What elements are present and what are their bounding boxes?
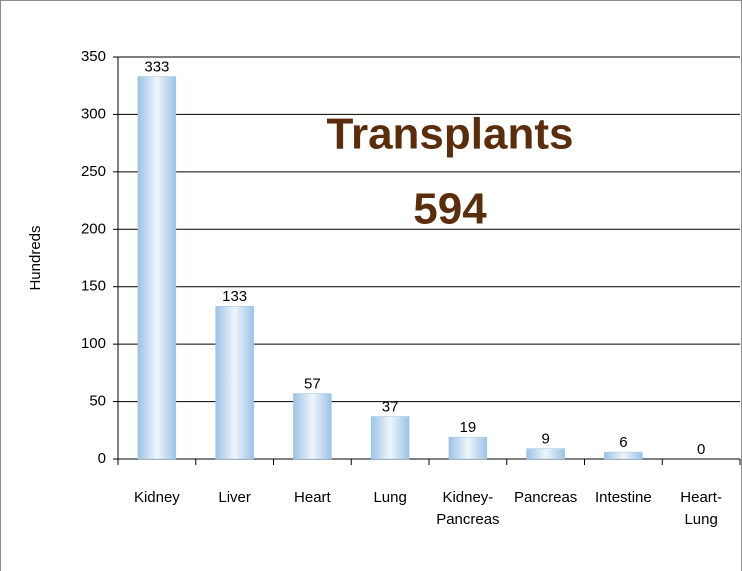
value-label: 133 — [222, 288, 247, 305]
value-label: 57 — [304, 376, 321, 393]
bar — [215, 305, 254, 460]
value-label: 37 — [382, 398, 399, 415]
bar — [293, 393, 332, 460]
bar — [448, 436, 488, 460]
x-tick-label: Kidney — [134, 489, 180, 506]
y-tick-label: 350 — [81, 48, 106, 65]
x-tick-label: Liver — [218, 489, 251, 506]
annotation: Transplants — [327, 110, 574, 159]
y-tick-label: 150 — [81, 278, 106, 295]
y-axis-label: Hundreds — [27, 225, 44, 290]
value-label: 19 — [460, 419, 477, 436]
y-tick-label: 100 — [81, 335, 106, 352]
x-tick-label: Heart — [294, 489, 332, 506]
x-tick-label: Kidney-Pancreas — [436, 489, 499, 528]
y-tick-label: 200 — [81, 220, 106, 237]
value-label: 0 — [697, 441, 705, 458]
y-tick-label: 0 — [98, 450, 106, 467]
bar — [604, 451, 643, 460]
y-tick-label: 300 — [81, 105, 106, 122]
y-tick-label: 250 — [81, 163, 106, 180]
value-label: 333 — [144, 58, 169, 75]
x-tick-label: Pancreas — [514, 489, 577, 506]
x-tick-label: Intestine — [595, 489, 652, 506]
value-label: 6 — [619, 434, 627, 451]
x-tick-label: Lung — [373, 489, 406, 506]
bar — [137, 76, 177, 460]
bar — [370, 416, 410, 460]
y-tick-label: 50 — [89, 393, 106, 410]
bar — [526, 448, 565, 460]
annotation: 594 — [413, 185, 487, 234]
x-tick-label: Heart-Lung — [680, 489, 722, 528]
value-label: 9 — [541, 431, 549, 448]
